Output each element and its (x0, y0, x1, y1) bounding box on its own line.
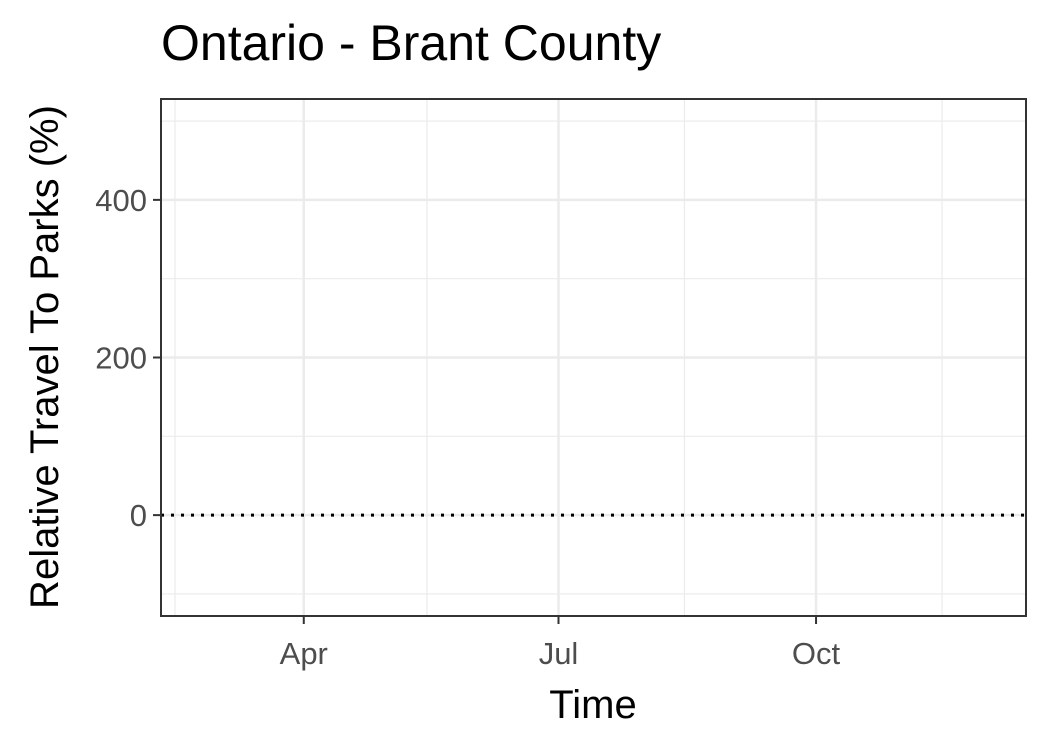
y-tick-label: 0 (130, 498, 147, 533)
y-tick-label: 200 (95, 341, 147, 376)
x-tick-label: Jul (539, 636, 579, 671)
x-tick-label: Apr (280, 636, 328, 671)
x-axis-title: Time (549, 683, 636, 727)
chart-title: Ontario - Brant County (161, 15, 662, 71)
y-axis-ticks: 0 200 400 (95, 183, 161, 533)
y-axis-title: Relative Travel To Parks (%) (23, 105, 67, 609)
x-axis-ticks: Apr Jul Oct (280, 616, 841, 671)
x-tick-label: Oct (792, 636, 841, 671)
y-tick-label: 400 (95, 183, 147, 218)
